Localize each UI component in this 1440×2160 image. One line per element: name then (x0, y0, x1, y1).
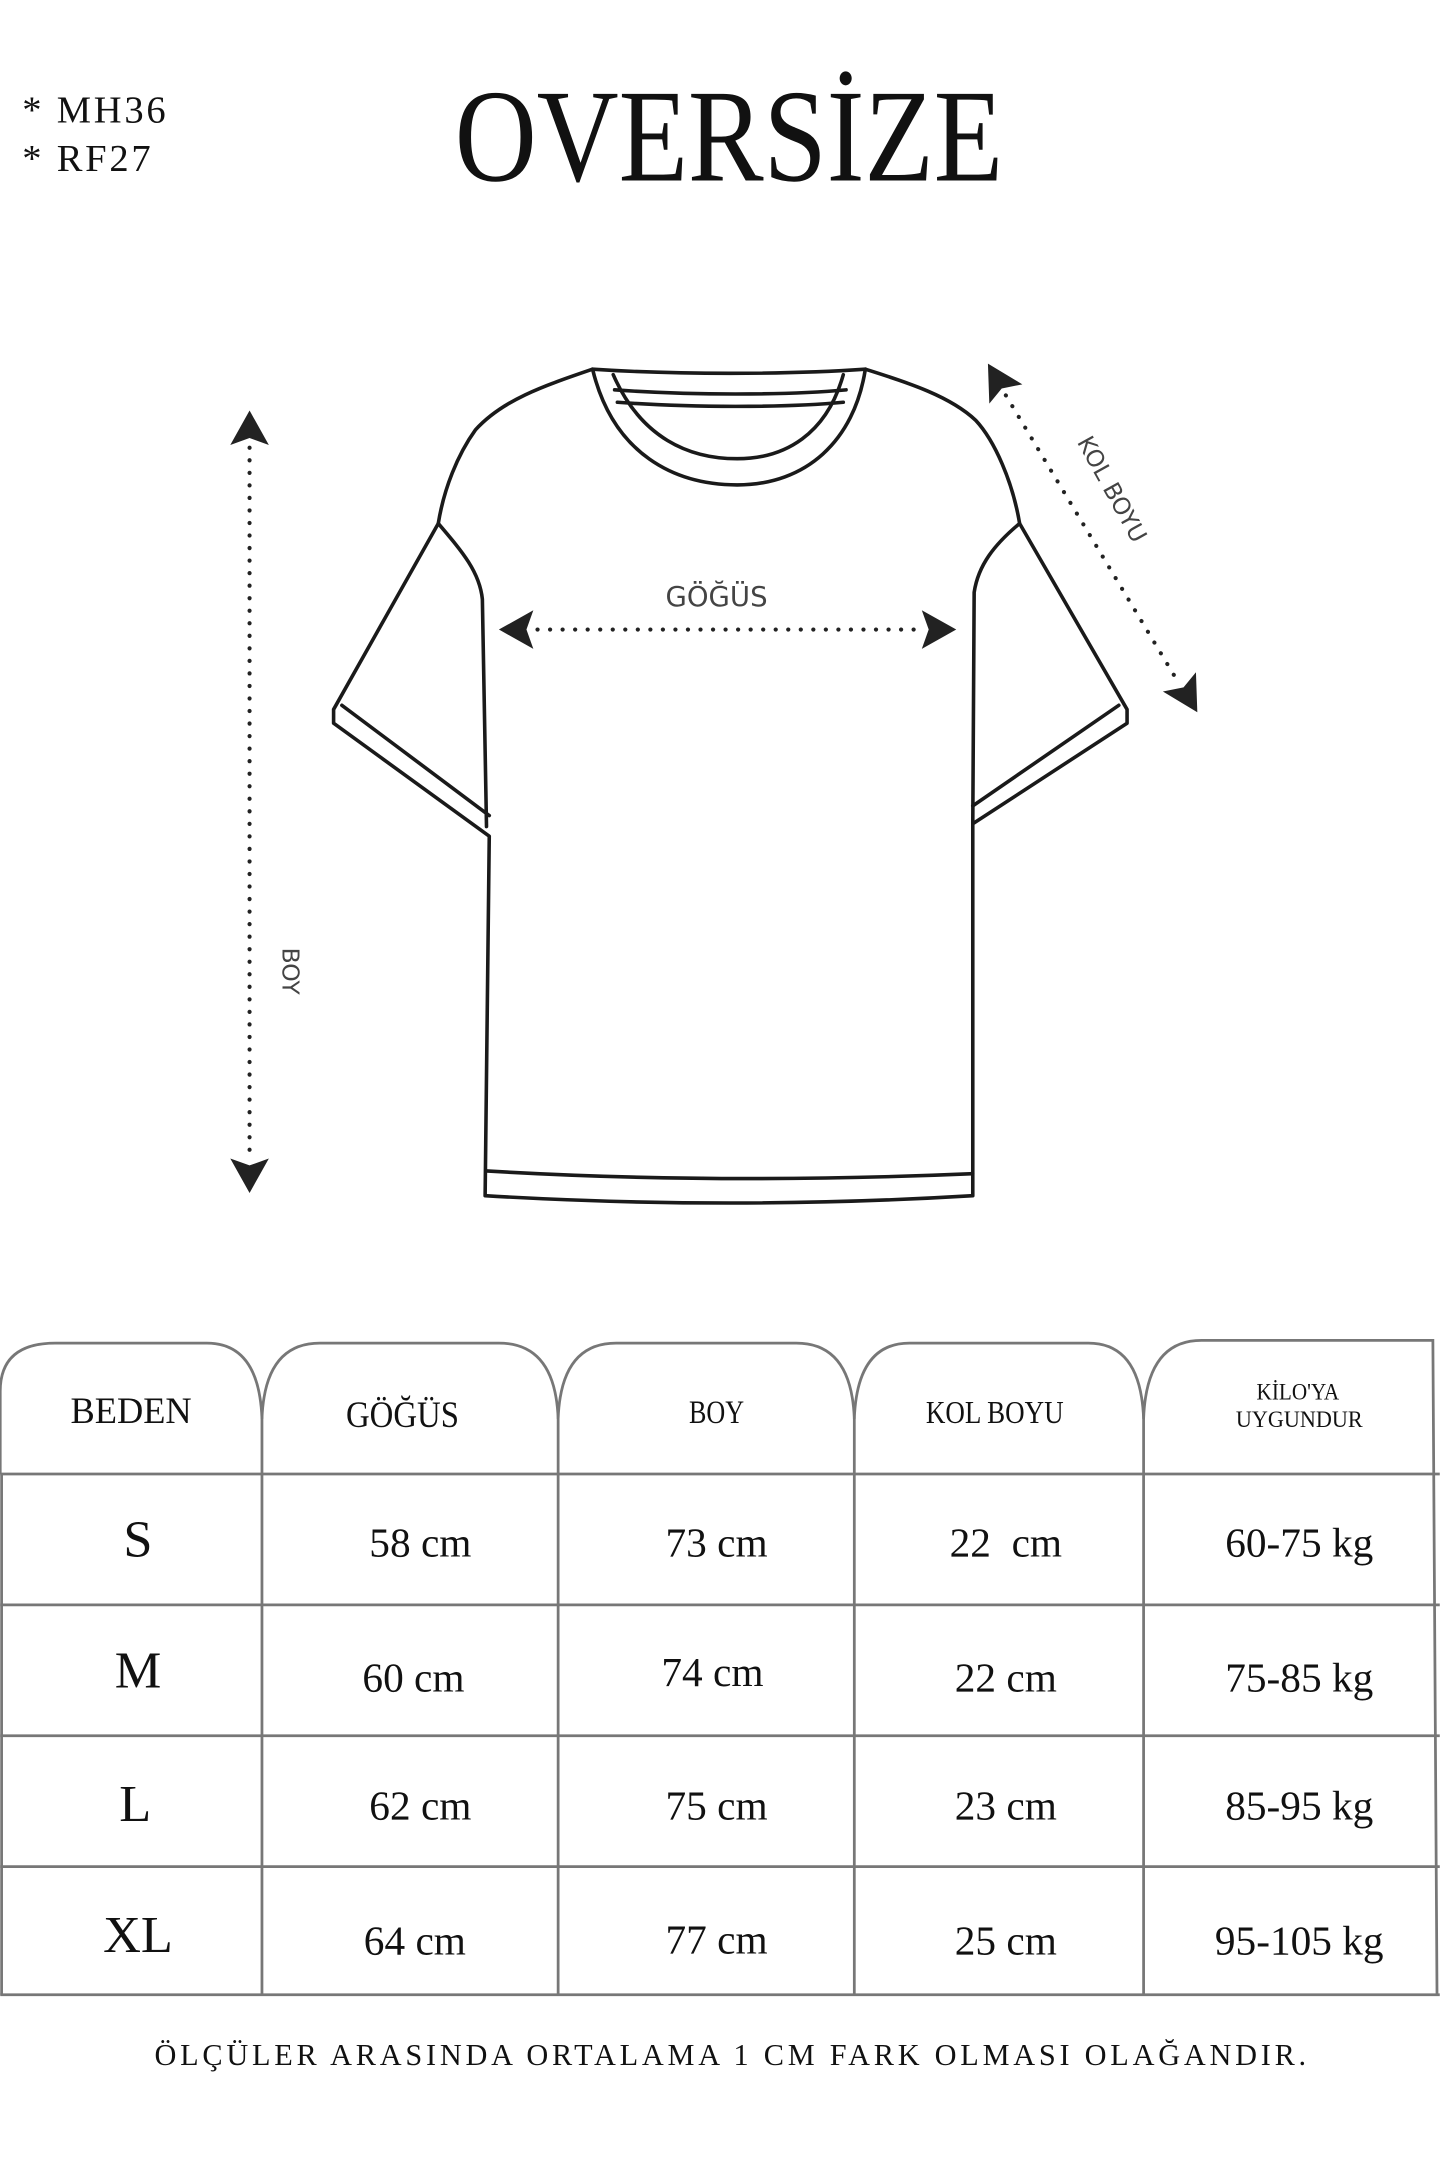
size-cell: XL (103, 1906, 173, 1964)
weight-cell: 95-105 kg (1215, 1918, 1384, 1964)
weight-cell: 60-75 kg (1225, 1520, 1373, 1566)
chest-cell: 64 cm (364, 1918, 466, 1964)
length-label: BOY (277, 948, 305, 996)
table-row: M 60 cm 74 cm 22 cm 75-85 kg (115, 1642, 1374, 1701)
chest-arrow (498, 610, 957, 649)
product-code-2: * RF27 (22, 138, 153, 180)
length-cell: 74 cm (661, 1649, 763, 1695)
sleeve-label: KOL BOYU (1071, 431, 1152, 547)
sleeve-cell: 22 cm (950, 1520, 1062, 1566)
length-arrow (230, 410, 269, 1193)
table-row: XL 64 cm 77 cm 25 cm 95-105 kg (103, 1906, 1384, 1964)
table-row: S 58 cm 73 cm 22 cm 60-75 kg (123, 1511, 1373, 1569)
product-code-1: * MH36 (22, 90, 168, 132)
size-cell: L (119, 1775, 151, 1833)
chest-cell: 62 cm (369, 1783, 471, 1829)
table-body: S 58 cm 73 cm 22 cm 60-75 kg M 60 cm 74 … (103, 1511, 1384, 1964)
chest-cell: 58 cm (369, 1520, 471, 1566)
header-kilo: KİLO'YA (1257, 1380, 1340, 1406)
weight-cell: 75-85 kg (1225, 1655, 1373, 1701)
sleeve-cell: 23 cm (955, 1783, 1057, 1829)
sleeve-cell: 25 cm (955, 1918, 1057, 1964)
length-cell: 73 cm (665, 1520, 767, 1566)
header-uygundur: UYGUNDUR (1236, 1407, 1363, 1433)
sleeve-cell: 22 cm (955, 1655, 1057, 1701)
chest-cell: 60 cm (362, 1655, 464, 1701)
size-cell: M (115, 1642, 162, 1700)
tshirt-illustration (331, 367, 1129, 1205)
table-row: L 62 cm 75 cm 23 cm 85-95 kg (119, 1775, 1373, 1833)
header-beden: BEDEN (70, 1391, 191, 1432)
length-cell: 77 cm (665, 1916, 767, 1962)
size-cell: S (123, 1511, 152, 1569)
table-header: BEDEN GÖĞÜS BOY KOL BOYU KİLO'YA UYGUNDU… (70, 1380, 1363, 1437)
header-boy: BOY (689, 1395, 744, 1431)
size-table-grid (0, 1338, 1440, 1997)
weight-cell: 85-95 kg (1225, 1783, 1373, 1829)
sleeve-arrow (987, 363, 1198, 713)
chest-label: GÖĞÜS (666, 579, 768, 613)
page-title: OVERSİZE (455, 62, 1003, 209)
header-kol-boyu: KOL BOYU (926, 1395, 1064, 1430)
footer-note: ÖLÇÜLER ARASINDA ORTALAMA 1 CM FARK OLMA… (155, 2038, 1307, 2072)
length-cell: 75 cm (665, 1783, 767, 1829)
header-gogus: GÖĞÜS (346, 1394, 459, 1436)
